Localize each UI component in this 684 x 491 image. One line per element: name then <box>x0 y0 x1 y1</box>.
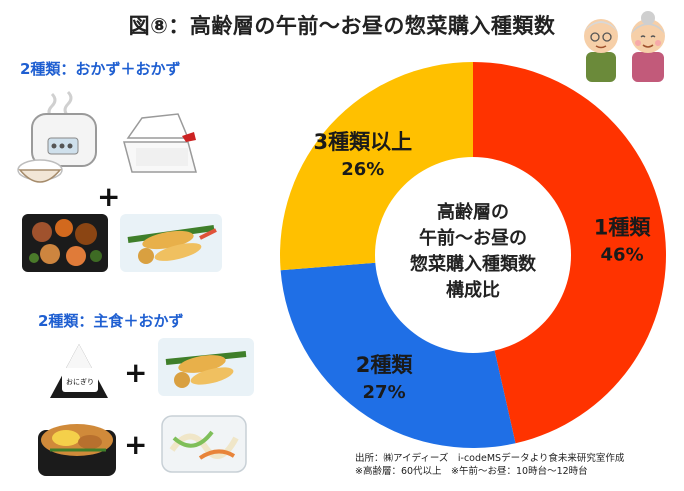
food-container-illustration <box>123 113 197 173</box>
source-line-1: 出所：㈱アイディーズ i-codeMSデータより食未来研究室作成 <box>355 453 625 464</box>
donut-hole <box>375 157 571 353</box>
section1-label: 2種類：おかず＋おかず <box>20 60 181 78</box>
slice-value-2: 27% <box>363 382 406 403</box>
slice-value-1: 46% <box>601 244 644 265</box>
center-label-line1: 高齢層の <box>437 201 509 223</box>
tempura-illustration <box>120 214 222 272</box>
slice-label-2: 2種類 <box>356 353 414 377</box>
elderly-couple-illustration <box>584 11 665 82</box>
section2-label: 2種類：主食＋おかず <box>38 312 184 330</box>
onigiri-illustration: おにぎり <box>50 344 108 398</box>
simmered-dish-illustration <box>22 214 108 272</box>
tempura-illustration-2 <box>158 338 254 396</box>
slice-label-3: 3種類以上 <box>313 130 412 154</box>
katsudon-illustration <box>38 424 116 476</box>
source-note: 出所：㈱アイディーズ i-codeMSデータより食未来研究室作成 ※高齢層：60… <box>355 452 624 478</box>
plus-sign-3: + <box>124 428 148 461</box>
salad-illustration <box>161 415 247 473</box>
onigiri-label: おにぎり <box>66 377 94 386</box>
plus-sign-2: + <box>124 356 148 389</box>
donut-chart: 1種類 46% 2種類 27% 3種類以上 26% 高齢層の 午前〜お昼の 惣菜購入種類数… <box>280 62 666 448</box>
rice-cooker-illustration <box>17 90 97 183</box>
center-label-line4: 構成比 <box>446 279 500 301</box>
slice-label-1: 1種類 <box>594 215 652 239</box>
center-label-line2: 午前〜お昼の <box>419 227 527 249</box>
slice-value-3: 26% <box>341 159 384 180</box>
chart-title: 図⑧：高齢層の午前〜お昼の惣菜購入種類数 <box>128 14 556 38</box>
center-label-line3: 惣菜購入種類数 <box>410 253 537 275</box>
source-line-2: ※高齢層：60代以上 ※午前〜お昼：10時台〜12時台 <box>355 466 588 477</box>
plus-sign-1: + <box>97 180 121 213</box>
